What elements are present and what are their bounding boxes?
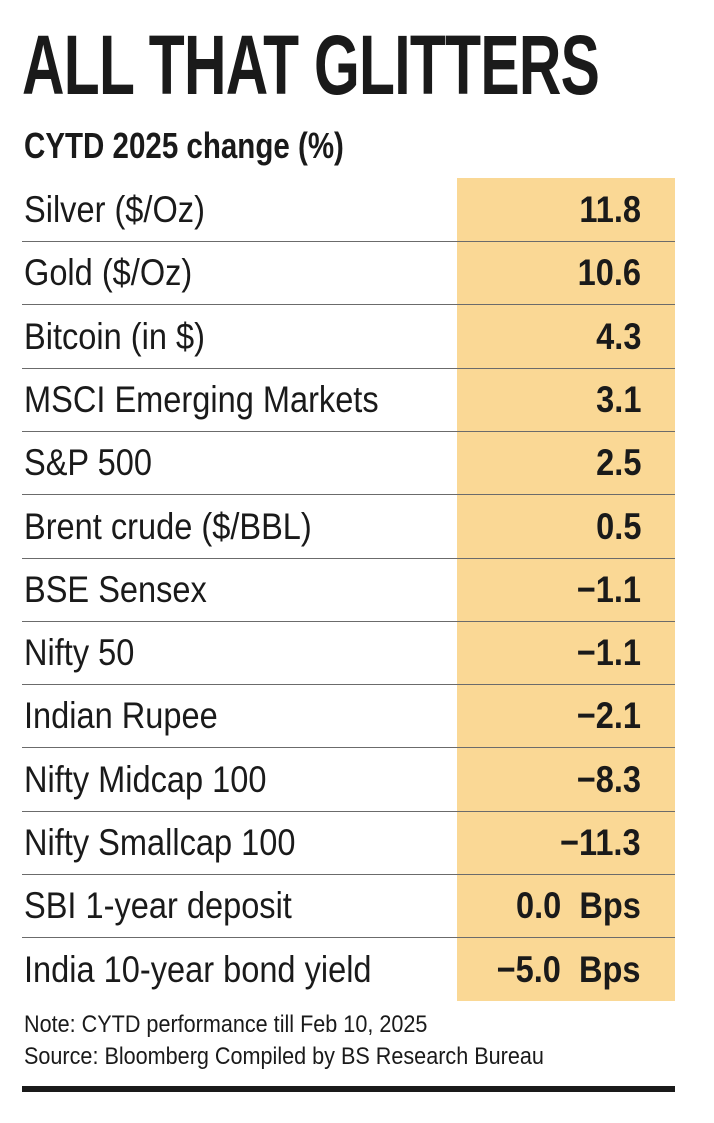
table-row: Indian Rupee −2.1 — [22, 684, 675, 749]
row-label: BSE Sensex — [24, 568, 207, 610]
row-label: Nifty Smallcap 100 — [24, 822, 296, 863]
row-label: India 10-year bond yield — [24, 948, 372, 990]
row-label: Bitcoin (in $) — [24, 315, 205, 357]
row-value: 0.5 — [595, 505, 641, 547]
row-value: 10.6 — [577, 252, 641, 294]
row-label: Brent crude ($/BBL) — [24, 505, 312, 547]
row-label: MSCI Emerging Markets — [24, 378, 379, 420]
table-row: Silver ($/Oz) 11.8 — [22, 178, 675, 242]
table-row: Gold ($/Oz) 10.6 — [22, 241, 675, 306]
table-row: India 10-year bond yield −5.0 Bps — [22, 938, 675, 1001]
row-value: −5.0 Bps — [497, 948, 641, 990]
row-label: S&P 500 — [24, 442, 152, 484]
row-label: Indian Rupee — [24, 695, 218, 737]
note-line: Note: CYTD performance till Feb 10, 2025 — [24, 1011, 428, 1038]
row-label: Nifty Midcap 100 — [24, 758, 267, 800]
value-column-highlight — [457, 178, 675, 1001]
row-value: 11.8 — [579, 189, 641, 230]
bottom-rule — [22, 1086, 675, 1092]
row-label: Gold ($/Oz) — [24, 252, 193, 294]
row-value: −2.1 — [576, 695, 641, 737]
row-value: 4.3 — [595, 315, 641, 357]
row-value: −1.1 — [576, 568, 641, 610]
title: ALL THAT GLITTERS — [22, 18, 600, 112]
note-line: Source: Bloomberg Compiled by BS Researc… — [24, 1043, 544, 1070]
row-value: 2.5 — [595, 442, 641, 484]
table-row: Brent crude ($/BBL) 0.5 — [22, 495, 675, 559]
row-value: −1.1 — [576, 632, 641, 674]
row-label: Nifty 50 — [24, 632, 135, 674]
row-value: 3.1 — [595, 378, 641, 420]
table-row: MSCI Emerging Markets 3.1 — [22, 368, 675, 432]
table-row: SBI 1-year deposit 0.0 Bps — [22, 874, 675, 939]
row-value: −8.3 — [576, 758, 641, 800]
table-row: Bitcoin (in $) 4.3 — [22, 305, 675, 369]
row-label: Silver ($/Oz) — [24, 189, 205, 230]
subtitle: CYTD 2025 change (%) — [24, 125, 344, 166]
row-value: −11.3 — [560, 822, 641, 863]
row-value: 0.0 Bps — [516, 885, 641, 927]
table-row: Nifty Smallcap 100 −11.3 — [22, 811, 675, 875]
table-row: BSE Sensex −1.1 — [22, 558, 675, 622]
table-row: Nifty Midcap 100 −8.3 — [22, 748, 675, 812]
table-row: Nifty 50 −1.1 — [22, 621, 675, 686]
table-row: S&P 500 2.5 — [22, 431, 675, 496]
row-label: SBI 1-year deposit — [24, 885, 292, 927]
